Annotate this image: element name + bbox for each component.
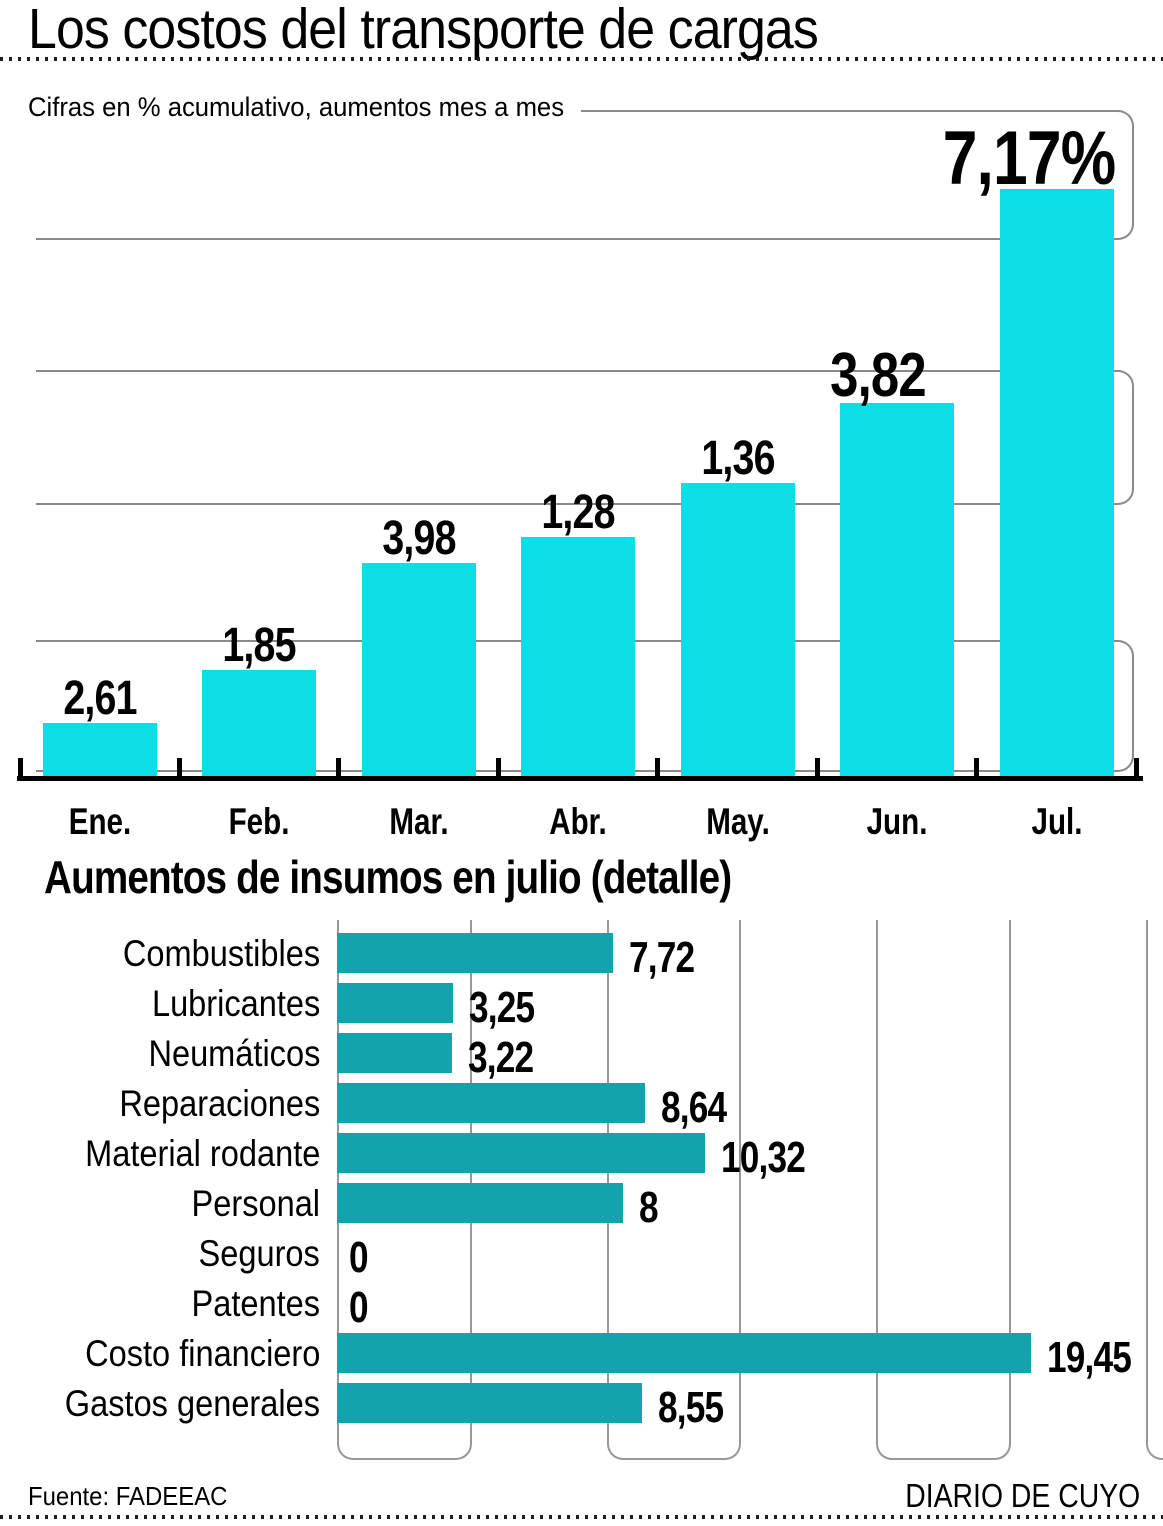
category-label-lubricantes: Lubricantes xyxy=(151,983,320,1024)
bar-value-label: 3,98 xyxy=(382,512,456,565)
axis-tick xyxy=(495,758,501,776)
bar-neum-ticos xyxy=(337,1033,452,1073)
bar-value-label: 3,22 xyxy=(468,1033,534,1082)
axis-tick xyxy=(655,758,661,776)
axis-tick xyxy=(814,758,820,776)
bar-costo-financiero xyxy=(337,1333,1031,1373)
chart2-title: Aumentos de insumos en julio (detalle) xyxy=(44,851,732,903)
month-label-jul: Jul. xyxy=(1031,801,1083,842)
bar-value-label: 1,85 xyxy=(222,619,297,672)
axis-tick xyxy=(974,758,980,776)
bar-value-label: 7,17% xyxy=(942,116,1115,201)
bar-value-label: 3,82 xyxy=(830,341,926,410)
category-label-seguros: Seguros xyxy=(198,1233,320,1274)
bar-feb xyxy=(202,670,317,776)
bar-value-label: 8 xyxy=(639,1183,659,1232)
category-label-gastos-generales: Gastos generales xyxy=(64,1383,320,1424)
gridline-band-3 xyxy=(876,920,1011,1460)
dotted-rule-top xyxy=(0,57,1163,61)
category-label-material-rodante: Material rodante xyxy=(84,1133,320,1174)
chart1-x-axis xyxy=(17,776,1143,781)
bar-value-label: 10,32 xyxy=(721,1133,806,1182)
category-label-patentes: Patentes xyxy=(191,1283,320,1324)
bar-ene xyxy=(43,723,157,776)
bar-value-label: 0 xyxy=(349,1283,369,1332)
bar-material-rodante xyxy=(337,1133,705,1173)
bar-gastos-generales xyxy=(337,1383,642,1423)
gridline-band-1 xyxy=(36,110,1134,240)
bar-combustibles xyxy=(337,933,613,973)
category-label-neum-ticos: Neumáticos xyxy=(148,1033,320,1074)
axis-tick xyxy=(17,758,23,776)
bar-personal xyxy=(337,1183,623,1223)
bar-value-label: 8,55 xyxy=(658,1383,724,1432)
month-label-feb: Feb. xyxy=(228,801,290,842)
bar-value-label: 8,64 xyxy=(661,1083,727,1132)
month-label-mar: Mar. xyxy=(389,801,449,842)
axis-tick xyxy=(336,758,342,776)
bar-value-label: 3,25 xyxy=(469,983,535,1032)
page-title: Los costos del transporte de cargas xyxy=(28,0,819,61)
gridline-band-2 xyxy=(607,920,741,1460)
axis-tick xyxy=(1133,758,1139,776)
month-label-ene: Ene. xyxy=(68,801,132,842)
bar-jun xyxy=(840,403,955,776)
source-credit: Fuente: FADEEAC xyxy=(28,1481,228,1511)
category-label-personal: Personal xyxy=(191,1183,320,1224)
bar-value-label: 7,72 xyxy=(629,933,695,982)
axis-tick xyxy=(176,758,182,776)
chart1-subtitle: Cifras en % acumulativo, aumentos mes a … xyxy=(28,91,582,124)
bar-jul xyxy=(999,189,1114,776)
category-label-combustibles: Combustibles xyxy=(122,933,320,974)
bar-value-label: 0 xyxy=(349,1233,369,1282)
month-label-may: May. xyxy=(705,801,770,842)
dotted-rule-bottom xyxy=(0,1515,1163,1519)
bar-abr xyxy=(521,537,636,776)
month-label-abr: Abr. xyxy=(549,801,608,842)
month-label-jun: Jun. xyxy=(866,801,928,842)
category-label-costo-financiero: Costo financiero xyxy=(84,1333,320,1374)
bar-mar xyxy=(361,563,476,776)
category-label-reparaciones: Reparaciones xyxy=(119,1083,320,1124)
publication-credit: DIARIO DE CUYO xyxy=(905,1477,1140,1514)
bar-value-label: 1,28 xyxy=(541,486,616,539)
bar-lubricantes xyxy=(337,983,453,1023)
gridline-band-4 xyxy=(1146,920,1163,1460)
bar-may xyxy=(680,483,795,776)
bar-value-label: 1,36 xyxy=(701,432,775,485)
bar-value-label: 2,61 xyxy=(63,672,137,725)
bar-value-label: 19,45 xyxy=(1047,1333,1132,1382)
bar-reparaciones xyxy=(337,1083,645,1123)
